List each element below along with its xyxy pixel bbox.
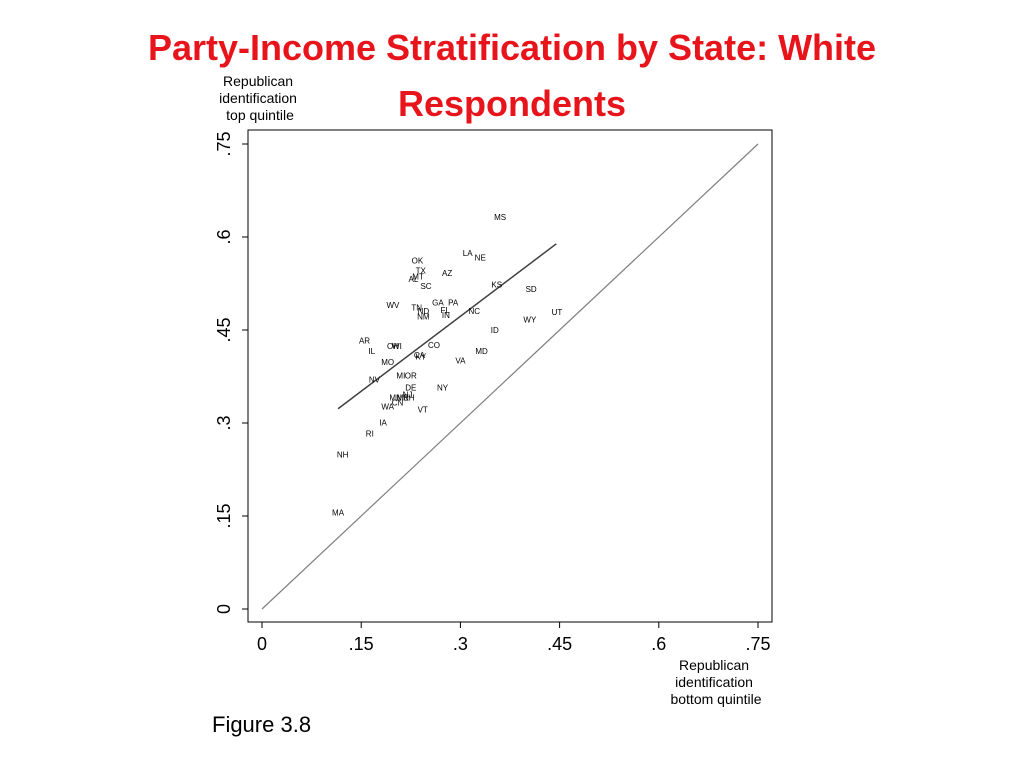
state-point-pa: PA xyxy=(448,299,459,308)
state-point-ms: MS xyxy=(494,213,506,222)
state-point-id: ID xyxy=(491,326,499,335)
y-tick-label: .3 xyxy=(214,415,234,430)
y-axis-title: Republican identification top quintile xyxy=(219,73,301,123)
state-point-va: VA xyxy=(455,356,466,365)
state-point-mn: MN xyxy=(389,394,402,403)
axes: 0 .15 .3 .45 .6 .75 0 .15 .3 .45 .6 .75 xyxy=(214,131,771,654)
state-point-wa: WA xyxy=(381,402,394,411)
state-point-ks: KS xyxy=(491,281,502,290)
state-point-nv: NV xyxy=(369,376,381,385)
state-point-ny: NY xyxy=(437,384,449,393)
state-point-wy: WY xyxy=(523,315,537,324)
y-tick-label: .45 xyxy=(214,317,234,342)
fit-line xyxy=(337,243,557,410)
state-point-wi: WI xyxy=(392,342,402,351)
y-tick-label: .6 xyxy=(214,229,234,244)
state-point-de: DE xyxy=(405,384,416,393)
state-point-ky: KY xyxy=(415,353,426,362)
state-point-in: IN xyxy=(442,311,450,320)
state-point-mo: MO xyxy=(381,358,394,367)
x-tick-label: .15 xyxy=(349,634,374,654)
x-tick-label: .75 xyxy=(745,634,770,654)
y-tick-label: .75 xyxy=(214,131,234,156)
x-tick-label: 0 xyxy=(257,634,267,654)
y-tick-label: 0 xyxy=(214,604,234,614)
plot-frame xyxy=(247,129,773,623)
state-point-ri: RI xyxy=(366,430,374,439)
state-point-mi: MI xyxy=(396,371,405,380)
state-point-cn: CN xyxy=(392,399,404,408)
state-point-nj: NJ xyxy=(403,390,413,399)
state-point-az: AZ xyxy=(442,269,452,278)
state-point-or: OR xyxy=(405,371,417,380)
state-point-wv: WV xyxy=(386,301,400,310)
reference-line xyxy=(261,143,759,610)
state-point-ga: GA xyxy=(432,299,444,308)
state-point-il: IL xyxy=(368,347,375,356)
state-point-oh: OH xyxy=(387,342,399,351)
state-point-sc: SC xyxy=(420,282,431,291)
state-point-fl: FL xyxy=(441,306,451,315)
state-point-ma: MA xyxy=(332,508,345,517)
state-point-vt: VT xyxy=(418,405,428,414)
state-point-nh: NH xyxy=(337,451,349,460)
y-tick-label: .15 xyxy=(214,503,234,528)
state-point-ok: OK xyxy=(412,257,424,266)
x-tick-label: .3 xyxy=(453,634,468,654)
state-point-me: ME xyxy=(397,394,409,403)
state-point-nh: NH xyxy=(403,394,415,403)
x-tick-label: .45 xyxy=(547,634,572,654)
state-point-mt: MT xyxy=(412,273,424,282)
state-point-md: MD xyxy=(475,347,488,356)
state-point-ca: CA xyxy=(414,351,426,360)
slide-title: Party-Income Stratification by State: Wh… xyxy=(147,27,877,124)
state-point-co: CO xyxy=(428,341,440,350)
x-axis-title: Republican identification bottom quintil… xyxy=(670,657,761,707)
state-point-ia: IA xyxy=(379,418,387,427)
x-tick-label: .6 xyxy=(651,634,666,654)
state-point-nc: NC xyxy=(469,307,481,316)
state-point-sd: SD xyxy=(526,285,537,294)
state-point-tx: TX xyxy=(416,266,427,275)
state-point-al: AL xyxy=(409,275,419,284)
state-point-ar: AR xyxy=(359,337,370,346)
figure-caption: Figure 3.8 xyxy=(212,712,312,737)
state-point-ne: NE xyxy=(475,253,486,262)
state-point-ut: UT xyxy=(552,308,563,317)
state-point-nd: ND xyxy=(418,307,430,316)
state-point-nm: NM xyxy=(417,312,430,321)
state-point-tn: TN xyxy=(411,304,422,313)
state-point-la: LA xyxy=(463,249,473,258)
